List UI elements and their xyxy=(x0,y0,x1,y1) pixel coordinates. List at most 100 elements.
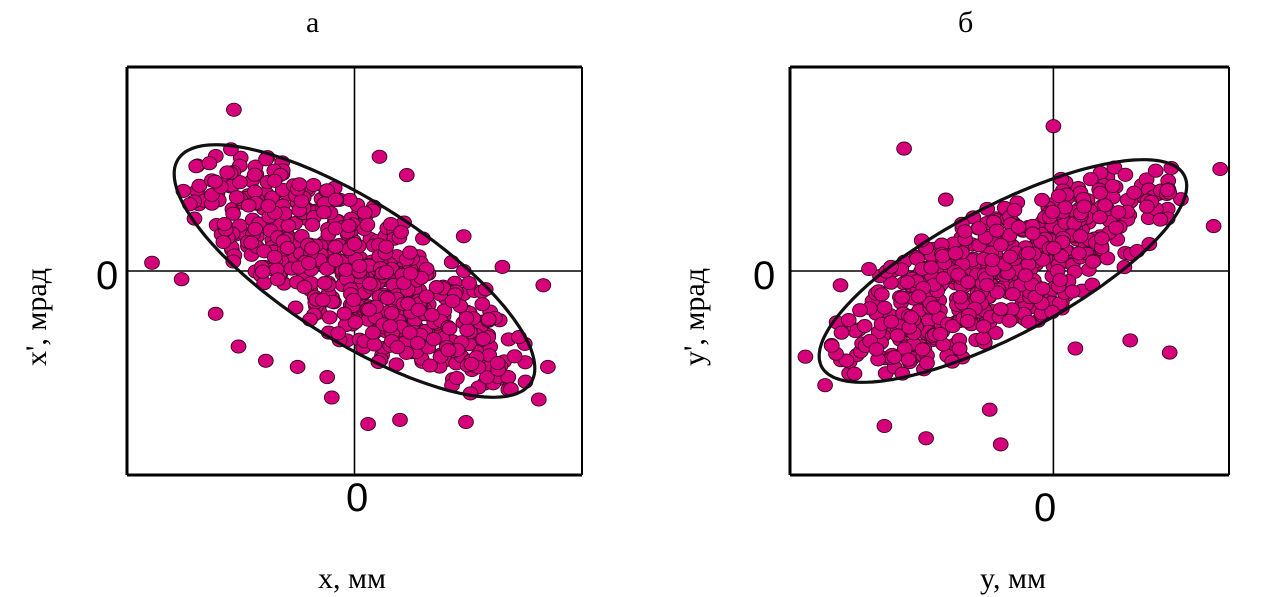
data-point xyxy=(346,236,363,251)
data-point xyxy=(489,356,506,371)
data-point xyxy=(291,177,308,192)
data-point xyxy=(201,156,218,171)
data-point xyxy=(1117,167,1134,182)
data-point xyxy=(1212,161,1229,177)
data-point xyxy=(957,224,973,239)
data-point xyxy=(840,312,857,328)
data-point xyxy=(975,331,991,346)
data-point xyxy=(530,392,547,407)
data-point xyxy=(321,310,338,325)
data-point xyxy=(389,340,406,355)
data-point xyxy=(269,272,286,287)
panel-b-y-zero-label: 0 xyxy=(753,254,776,298)
data-point xyxy=(207,306,224,321)
data-point xyxy=(797,349,814,364)
data-point xyxy=(1126,185,1142,200)
panel-a-y-zero-label: 0 xyxy=(96,254,119,298)
data-point xyxy=(378,239,394,254)
data-point xyxy=(300,256,317,271)
data-point xyxy=(402,245,418,260)
panel-b-x-axis-label: y, мм xyxy=(980,562,1047,595)
data-point xyxy=(992,437,1009,452)
data-point xyxy=(216,217,233,232)
data-point xyxy=(984,253,1000,268)
data-point xyxy=(989,285,1006,300)
data-point xyxy=(378,264,395,279)
data-point xyxy=(1122,333,1139,348)
data-point xyxy=(207,174,223,189)
data-point xyxy=(356,205,373,220)
data-point xyxy=(382,319,399,334)
data-point xyxy=(540,359,556,374)
data-point xyxy=(932,326,949,342)
data-point xyxy=(458,414,474,430)
data-point xyxy=(896,141,912,156)
data-point xyxy=(951,341,968,356)
data-point xyxy=(900,352,917,367)
data-point xyxy=(1205,219,1222,234)
data-point xyxy=(461,275,477,291)
data-point xyxy=(289,359,306,374)
data-point xyxy=(1110,205,1127,220)
data-point xyxy=(383,306,400,321)
data-point xyxy=(266,173,283,188)
data-point xyxy=(910,289,927,304)
data-point xyxy=(975,319,992,334)
data-point xyxy=(257,353,274,368)
data-point xyxy=(1045,119,1062,134)
data-point xyxy=(1020,246,1037,261)
data-point xyxy=(852,303,868,318)
panel-b-y-axis-label: y', мрад xyxy=(678,268,711,366)
data-point xyxy=(1072,229,1089,244)
data-point xyxy=(449,370,465,386)
data-point xyxy=(398,168,415,183)
data-point xyxy=(959,314,976,329)
data-point xyxy=(873,287,890,302)
data-point xyxy=(266,249,283,264)
data-point xyxy=(1034,281,1051,296)
data-point xyxy=(817,378,833,393)
data-point xyxy=(1093,231,1110,246)
data-point xyxy=(993,237,1009,253)
data-point xyxy=(327,239,344,254)
data-point xyxy=(359,217,376,232)
data-point xyxy=(903,310,920,325)
data-point xyxy=(230,339,247,354)
data-point xyxy=(1108,220,1124,235)
data-point xyxy=(1159,183,1176,198)
data-point xyxy=(899,275,916,290)
data-point xyxy=(979,277,995,293)
data-point xyxy=(254,264,271,279)
data-point xyxy=(443,255,460,270)
data-point xyxy=(336,306,353,321)
data-point xyxy=(440,343,457,358)
data-point xyxy=(360,416,376,432)
data-point xyxy=(1034,192,1050,207)
data-point xyxy=(219,165,236,180)
data-point xyxy=(925,300,942,315)
data-point xyxy=(444,293,461,309)
data-point xyxy=(347,315,364,330)
data-point xyxy=(340,218,357,233)
data-point xyxy=(304,241,320,256)
data-point xyxy=(1097,198,1113,213)
data-point xyxy=(365,325,381,340)
data-point xyxy=(305,177,322,193)
data-point xyxy=(379,291,396,306)
scatter-plot-b xyxy=(788,65,1230,477)
data-point xyxy=(215,234,232,250)
data-point xyxy=(1052,272,1069,288)
data-point xyxy=(225,254,242,269)
data-point xyxy=(296,279,313,295)
data-point xyxy=(418,289,435,304)
data-point xyxy=(361,302,377,317)
data-point xyxy=(1082,172,1099,187)
panel-b-x-zero-label: 0 xyxy=(1034,486,1057,530)
data-point xyxy=(823,338,840,353)
data-point xyxy=(1092,185,1109,200)
data-point xyxy=(832,278,849,293)
data-point xyxy=(351,258,368,274)
scatter-plot-a xyxy=(125,65,583,477)
data-point xyxy=(392,412,408,427)
data-point xyxy=(1045,241,1062,256)
